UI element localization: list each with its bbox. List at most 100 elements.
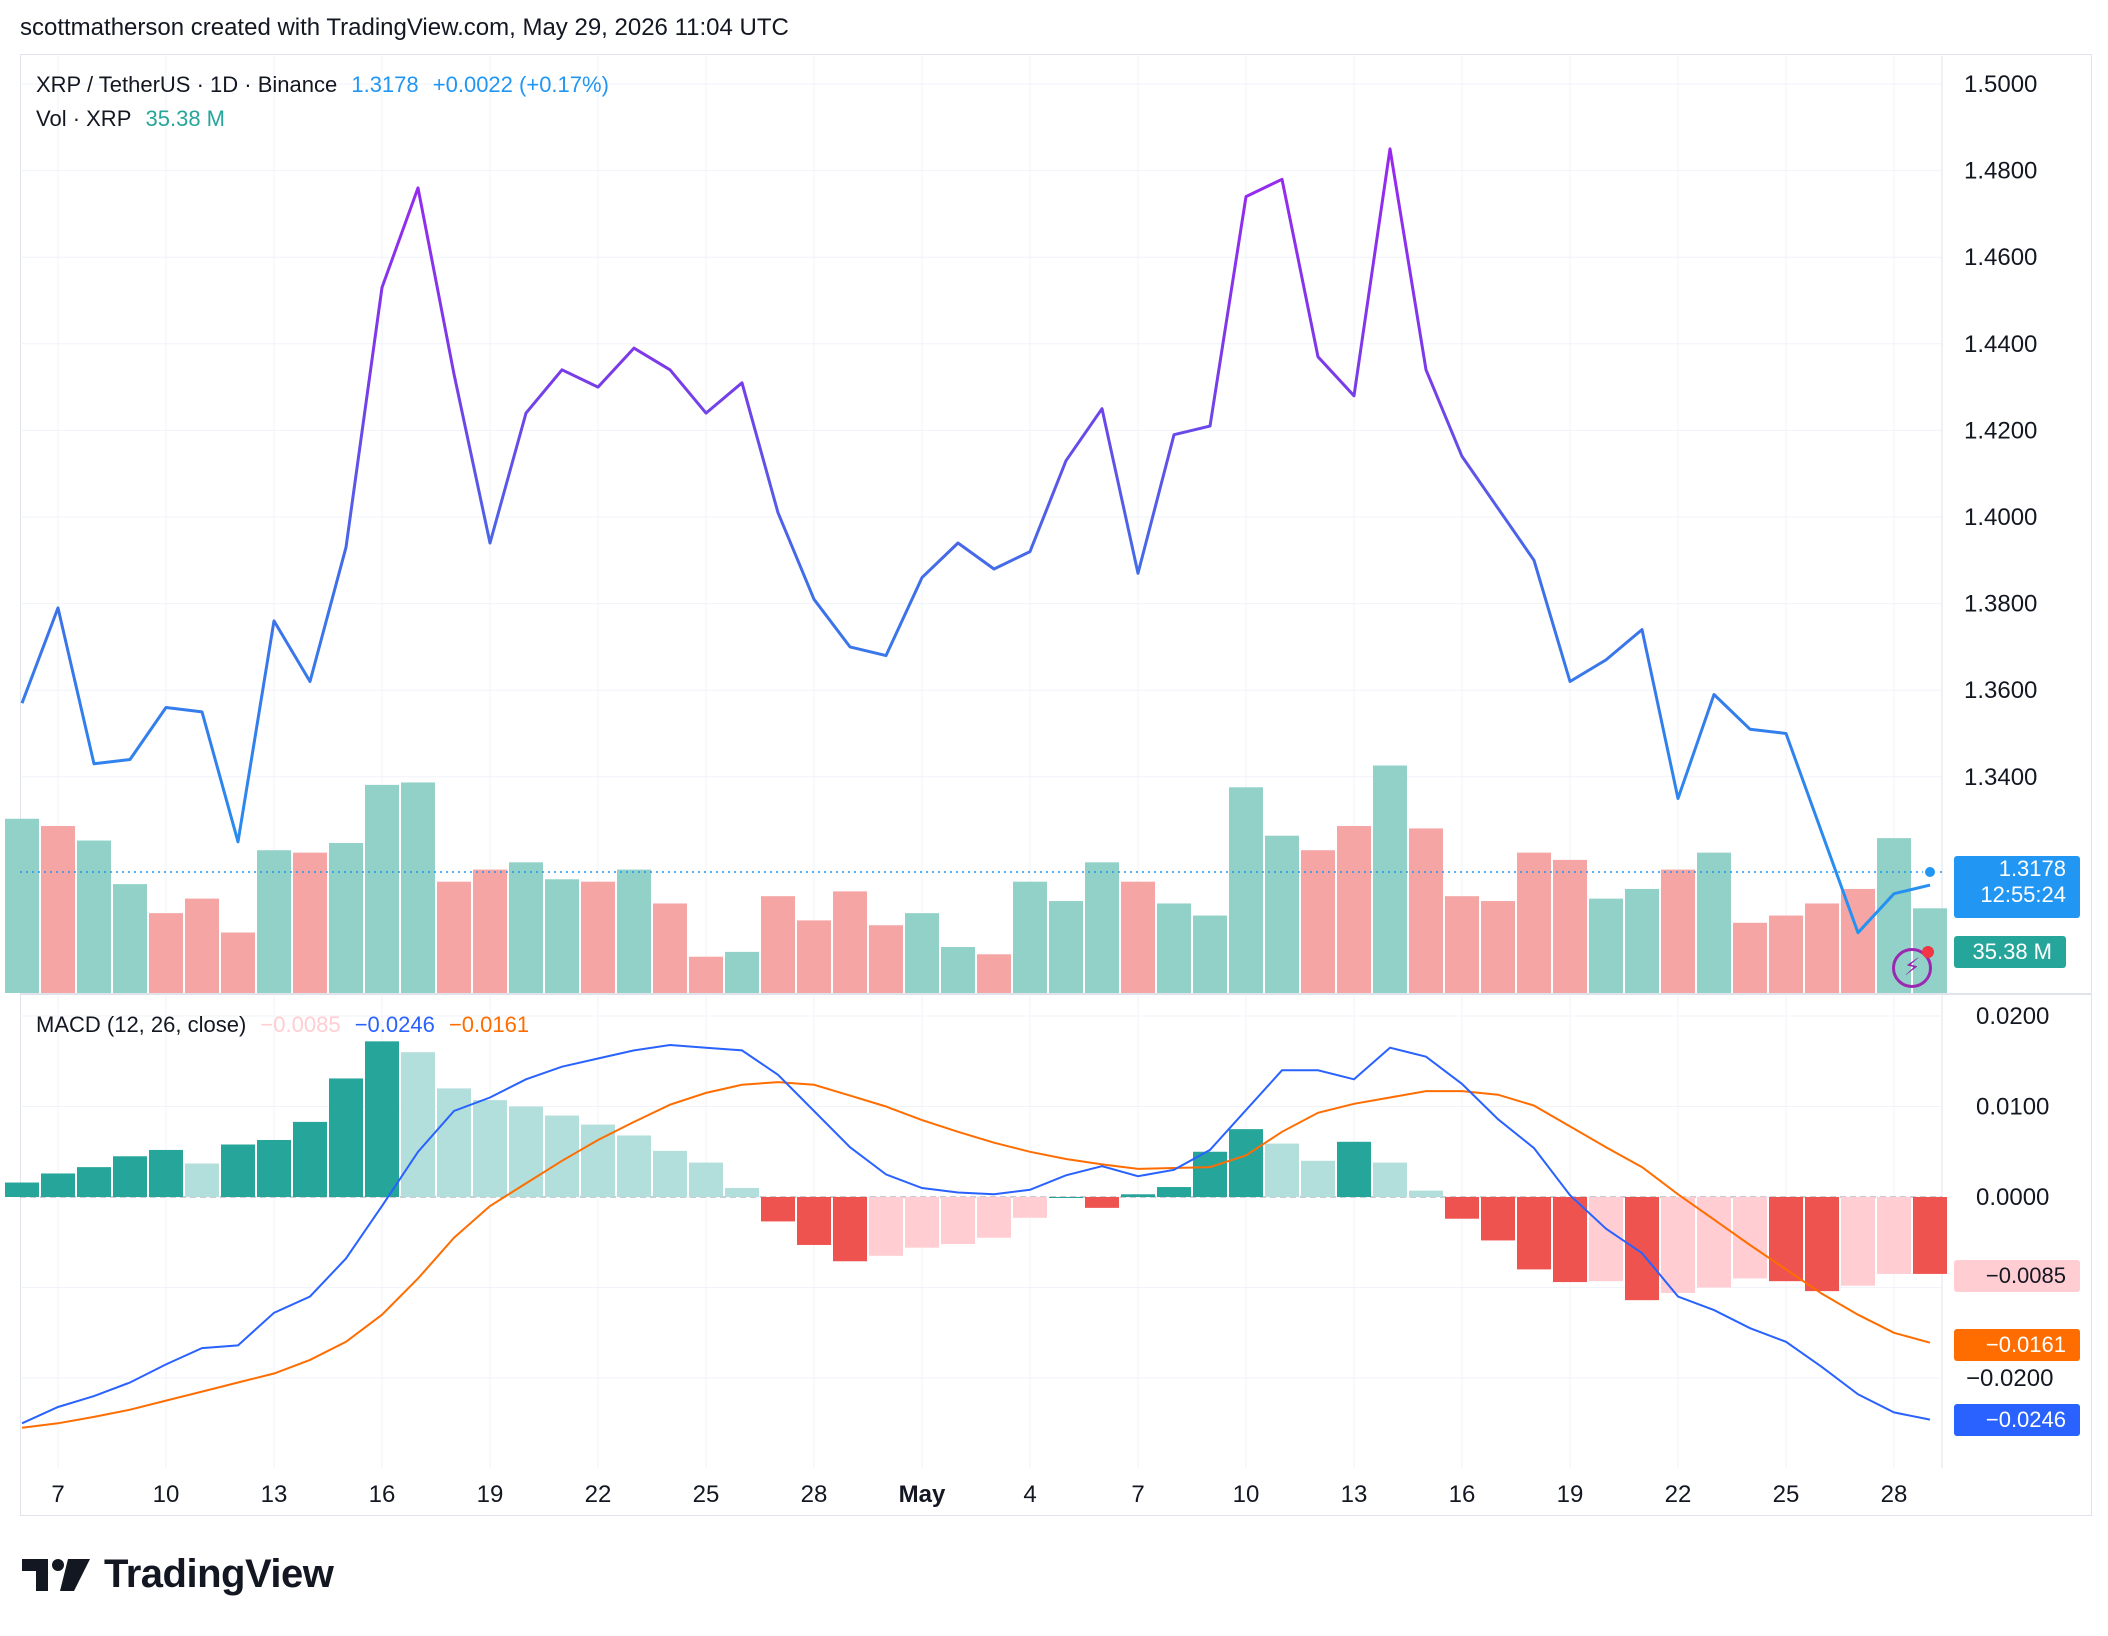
time-axis: 7 10 13 16 19 22 25 28 May 4 7 10 13 16 19 22 25 28	[51, 1481, 1907, 1508]
price-point	[453, 373, 456, 376]
volume-bar	[1445, 896, 1479, 993]
price-tick-label: 1.3800	[1964, 591, 2037, 618]
chart-frame[interactable]	[20, 54, 2092, 1516]
price-point	[1137, 572, 1140, 575]
volume-bar	[617, 869, 651, 993]
volume-bar	[1625, 888, 1659, 993]
macd-hist-bar	[1049, 1197, 1083, 1198]
volume-bar	[365, 784, 399, 993]
lightning-icon[interactable]: ⚡	[1892, 948, 1932, 988]
volume-value: 35.38 M	[145, 106, 226, 131]
volume-bar	[833, 891, 867, 993]
price-point	[993, 567, 996, 570]
price-point	[345, 546, 348, 549]
price-point	[1605, 658, 1608, 661]
macd-hist-bar	[1517, 1197, 1551, 1270]
volume-bar	[1373, 765, 1407, 993]
macd-hist-bar	[1301, 1160, 1335, 1197]
macd-hist-bar	[1661, 1197, 1695, 1293]
macd-hist-bar	[1265, 1143, 1299, 1197]
volume-bar	[185, 898, 219, 993]
price-series-line	[20, 147, 1931, 935]
price-point	[273, 619, 276, 622]
price-point	[1857, 931, 1860, 934]
price-point	[525, 412, 528, 415]
macd-hist-bar	[149, 1149, 183, 1197]
macd-hist-bar	[1877, 1197, 1911, 1274]
time-tick-label: 7	[1131, 1481, 1144, 1508]
price-point	[1749, 728, 1752, 731]
time-tick-label: 19	[1557, 1481, 1584, 1508]
volume-bar	[1301, 850, 1335, 993]
chart-canvas[interactable]: 1.5000 1.4800 1.4600 1.4400 1.4200 1.4000 1.38…	[0, 0, 2108, 1540]
macd-hist-bar	[1841, 1197, 1875, 1286]
price-point	[849, 645, 852, 648]
price-point	[1893, 892, 1896, 895]
price-point	[1677, 797, 1680, 800]
volume-bar	[1841, 888, 1875, 993]
price-point	[1065, 459, 1068, 462]
volume-bar	[581, 881, 615, 993]
price-point	[381, 286, 384, 289]
last-price-badge-value: 1.3178	[1998, 856, 2066, 881]
time-tick-label: 25	[1773, 1481, 1800, 1508]
macd-hist-bar	[293, 1121, 327, 1197]
volume-bar	[1013, 881, 1047, 993]
price-point	[1641, 628, 1644, 631]
price-tick-label: 1.4800	[1964, 158, 2037, 185]
macd-hist-bar	[257, 1139, 291, 1197]
time-tick-label: 22	[1665, 1481, 1692, 1508]
macd-hist-bar	[509, 1106, 543, 1197]
macd-tick-label: 0.0000	[1976, 1184, 2049, 1211]
price-point	[885, 654, 888, 657]
macd-hist-bar	[1805, 1197, 1839, 1292]
macd-hist-bar	[689, 1162, 723, 1197]
price-point	[1425, 368, 1428, 371]
macd-hist-bar	[545, 1115, 579, 1197]
price-point	[1785, 732, 1788, 735]
volume-bar	[941, 947, 975, 993]
price-point	[741, 381, 744, 384]
price-point	[705, 412, 708, 415]
price-point	[597, 386, 600, 389]
time-tick-label: 7	[51, 1481, 64, 1508]
last-price-badge: 1.3178 12:55:24	[1954, 856, 2080, 918]
volume-bar	[869, 925, 903, 993]
volume-bar	[149, 913, 183, 993]
price-point	[669, 368, 672, 371]
macd-hist-bar	[329, 1078, 363, 1197]
time-tick-label: 16	[369, 1481, 396, 1508]
volume-bar	[761, 896, 795, 993]
volume-bar	[977, 954, 1011, 993]
volume-bar	[1121, 881, 1155, 993]
countdown-timer: 12:55:24	[1980, 882, 2066, 907]
macd-hist-bar	[1445, 1197, 1479, 1219]
volume-bar	[1409, 828, 1443, 993]
volume-bar	[1697, 852, 1731, 993]
price-point	[1929, 884, 1932, 887]
macd-hist-bar	[185, 1163, 219, 1197]
macd-hist-bar	[1193, 1151, 1227, 1197]
macd-hist-bar	[1085, 1197, 1119, 1208]
macd-hist-bar	[761, 1197, 795, 1222]
price-point	[237, 840, 240, 843]
volume-badge: 35.38 M	[1954, 936, 2066, 968]
price-point	[777, 511, 780, 514]
price-tick-label: 1.4400	[1964, 331, 2037, 358]
last-price: 1.3178	[351, 72, 419, 97]
volume-bar	[1517, 852, 1551, 993]
tradingview-logo-icon	[22, 1558, 90, 1591]
volume-bar	[1733, 922, 1767, 993]
macd-hist-value: −0.0085	[260, 1012, 341, 1037]
macd-hist-bar	[833, 1197, 867, 1262]
price-change: +0.0022 (+0.17%)	[432, 72, 609, 97]
time-tick-label: 13	[1341, 1481, 1368, 1508]
volume-bar	[905, 913, 939, 993]
macd-hist-bar	[77, 1167, 111, 1197]
macd-tick-label: 0.0100	[1976, 1094, 2049, 1121]
macd-hist-badge: −0.0085	[1954, 1260, 2080, 1292]
macd-hist-bar	[617, 1135, 651, 1197]
time-tick-label: 4	[1023, 1481, 1036, 1508]
price-axis: 1.5000 1.4800 1.4600 1.4400 1.4200 1.4000 1.38…	[1964, 71, 2053, 1392]
price-point	[129, 758, 132, 761]
